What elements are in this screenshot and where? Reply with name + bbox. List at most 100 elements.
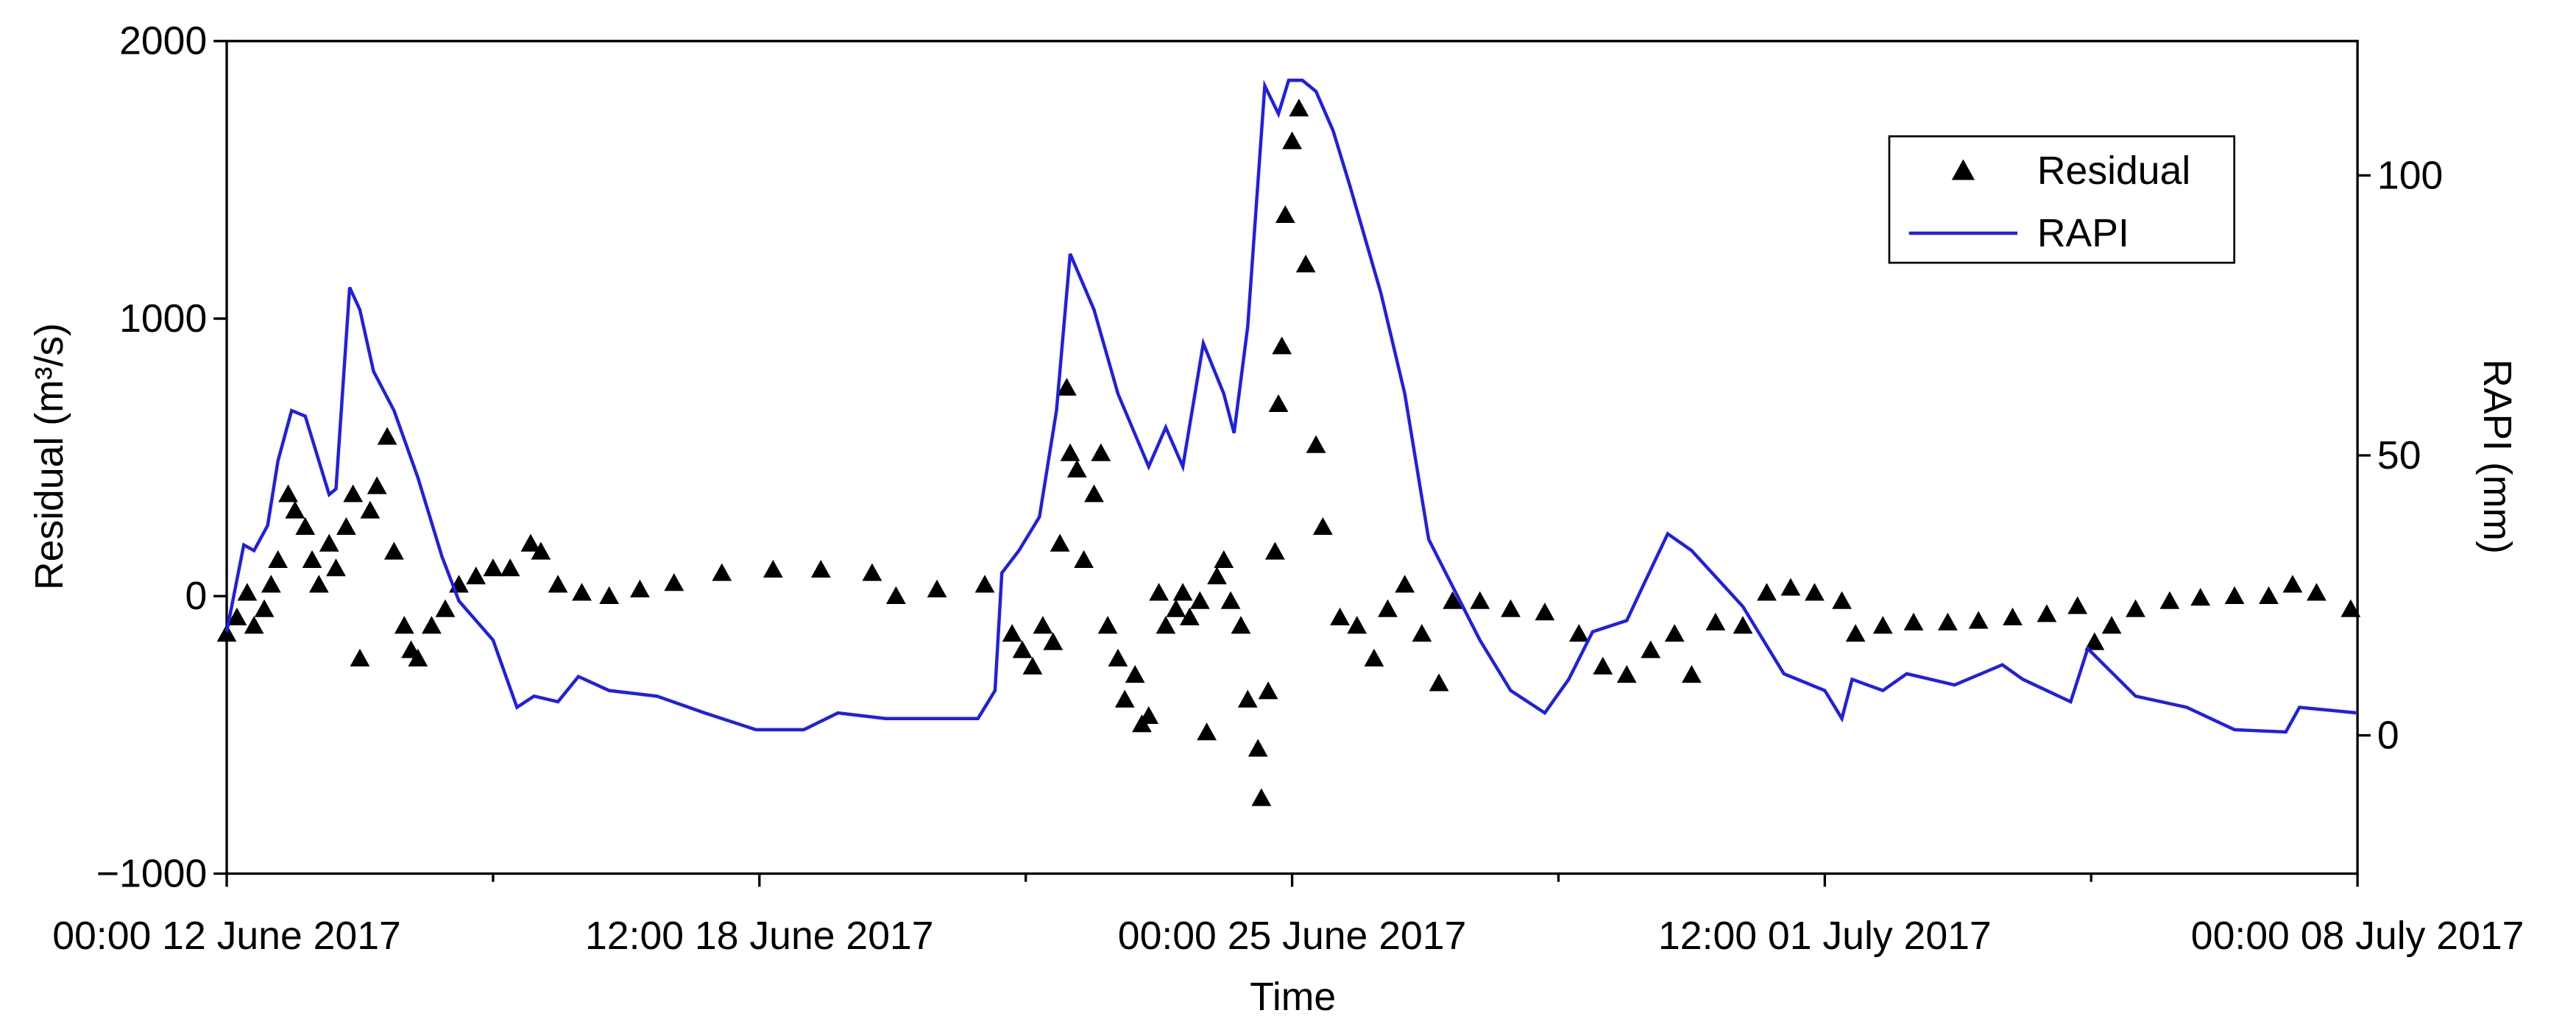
residual-marker bbox=[1084, 484, 1104, 502]
y-tick-label: 1000 bbox=[119, 297, 207, 341]
residual-marker bbox=[336, 516, 356, 536]
residual-marker bbox=[1282, 131, 1302, 149]
residual-marker bbox=[1114, 689, 1135, 708]
residual-marker bbox=[1002, 624, 1022, 642]
residual-marker bbox=[500, 558, 520, 577]
residual-marker bbox=[435, 599, 456, 617]
residual-marker bbox=[1139, 706, 1159, 724]
x-tick-label: 12:00 18 June 2017 bbox=[585, 914, 934, 958]
y-tick-label: −1000 bbox=[96, 852, 207, 895]
residual-marker bbox=[1237, 689, 1258, 708]
residual-marker bbox=[216, 624, 237, 642]
residual-marker bbox=[2101, 616, 2122, 634]
residual-marker bbox=[1012, 640, 1033, 658]
residual-marker bbox=[885, 586, 906, 604]
residual-marker bbox=[394, 616, 414, 634]
residual-marker bbox=[1705, 612, 1726, 630]
residual-marker bbox=[1641, 640, 1661, 658]
residual-marker bbox=[1535, 603, 1555, 621]
residual-marker bbox=[1056, 377, 1077, 396]
residual-marker bbox=[1443, 591, 1463, 609]
y-axis-title: Residual (m³/s) bbox=[28, 323, 71, 590]
residual-marker bbox=[2067, 596, 2088, 614]
residual-marker bbox=[1248, 739, 1268, 757]
residual-marker bbox=[1272, 336, 1292, 355]
legend-marker bbox=[1951, 159, 1975, 180]
residual-marker bbox=[862, 563, 882, 581]
residual-marker bbox=[1295, 255, 1316, 273]
residual-marker bbox=[1097, 616, 1118, 634]
residual-marker bbox=[2190, 588, 2211, 606]
residual-marker bbox=[302, 550, 322, 568]
residual-marker bbox=[1903, 612, 1924, 630]
residual-marker bbox=[630, 579, 650, 597]
residual-marker bbox=[2282, 575, 2303, 593]
x-axis-title: Time bbox=[1250, 976, 1336, 1019]
residual-marker bbox=[1805, 583, 1825, 601]
residual-marker bbox=[2084, 632, 2105, 650]
residual-marker bbox=[1347, 616, 1367, 634]
residual-marker bbox=[548, 575, 568, 593]
residual-marker bbox=[1108, 648, 1128, 667]
residual-marker bbox=[1149, 583, 1170, 601]
residual-marker bbox=[2159, 591, 2180, 609]
residual-marker bbox=[1378, 599, 1398, 617]
residual-marker bbox=[1251, 788, 1272, 806]
residual-marker bbox=[1043, 632, 1064, 650]
rapi-line bbox=[224, 78, 2358, 734]
legend-label: Residual bbox=[2037, 149, 2190, 193]
residual-marker bbox=[1306, 435, 1326, 453]
residual-marker bbox=[350, 648, 370, 667]
residual-marker bbox=[1568, 624, 1589, 642]
residual-marker bbox=[1330, 607, 1350, 626]
residual-marker bbox=[343, 484, 364, 502]
residual-marker bbox=[2224, 586, 2245, 604]
residual-marker bbox=[422, 616, 442, 634]
residual-marker bbox=[1832, 591, 1852, 609]
x-tick-label: 00:00 25 June 2017 bbox=[1118, 914, 1467, 958]
x-tick-label: 12:00 01 July 2017 bbox=[1658, 914, 1992, 958]
legend-label: RAPI bbox=[2037, 212, 2129, 255]
residual-marker bbox=[1872, 616, 1893, 634]
residual-marker bbox=[1289, 99, 1309, 117]
residual-marker bbox=[1189, 591, 1210, 609]
residual-marker bbox=[466, 566, 486, 585]
residual-marker bbox=[278, 484, 298, 502]
residual-marker bbox=[2003, 607, 2023, 626]
residual-marker bbox=[599, 586, 620, 604]
residual-marker bbox=[1593, 656, 1613, 675]
residual-marker bbox=[1180, 607, 1200, 626]
residual-marker bbox=[927, 579, 947, 597]
residual-marker bbox=[268, 550, 289, 568]
residual-marker bbox=[367, 476, 387, 494]
residual-marker bbox=[1074, 550, 1094, 568]
residual-marker bbox=[360, 500, 381, 519]
residual-marker bbox=[408, 648, 428, 667]
residual-marker bbox=[227, 607, 247, 626]
residual-marker bbox=[1197, 722, 1217, 741]
residual-marker bbox=[1757, 583, 1777, 601]
residual-marker bbox=[1937, 612, 1958, 630]
y-tick-label: 2000 bbox=[119, 20, 207, 63]
residual-marker bbox=[1156, 616, 1176, 634]
y2-tick-label: 100 bbox=[2377, 154, 2443, 197]
residual-marker bbox=[295, 516, 316, 536]
residual-marker bbox=[1429, 673, 1449, 692]
residual-marker bbox=[1780, 578, 1801, 596]
residual-marker bbox=[1231, 616, 1251, 634]
y-tick-label: 0 bbox=[185, 575, 207, 618]
residual-marker bbox=[1845, 624, 1866, 642]
residual-marker bbox=[810, 560, 831, 578]
x-tick-label: 00:00 08 July 2017 bbox=[2191, 914, 2524, 958]
residual-marker bbox=[1664, 624, 1685, 642]
residual-marker bbox=[531, 541, 551, 560]
residual-marker bbox=[254, 599, 275, 617]
residual-marker bbox=[1268, 394, 1289, 412]
legend-box bbox=[1888, 135, 2236, 264]
residual-marker bbox=[237, 583, 258, 601]
residual-marker bbox=[1733, 616, 1753, 634]
residual-marker bbox=[762, 560, 783, 578]
residual-marker bbox=[483, 558, 503, 577]
